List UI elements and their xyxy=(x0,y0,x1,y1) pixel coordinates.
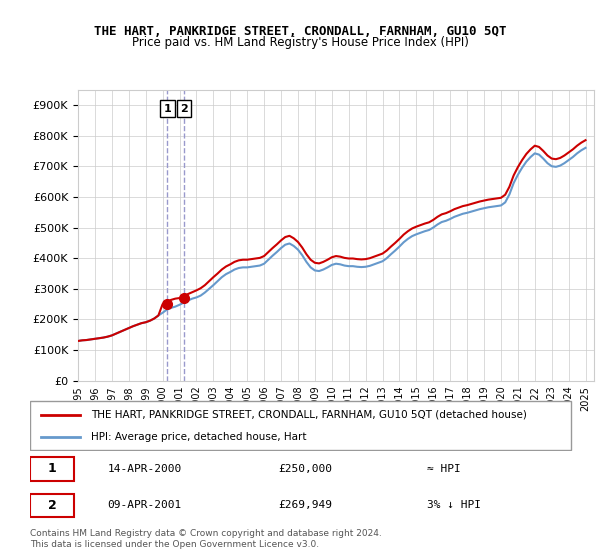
FancyBboxPatch shape xyxy=(30,458,74,480)
Text: 2: 2 xyxy=(48,499,56,512)
FancyBboxPatch shape xyxy=(30,402,571,450)
Text: 3% ↓ HPI: 3% ↓ HPI xyxy=(427,501,481,510)
Text: THE HART, PANKRIDGE STREET, CRONDALL, FARNHAM, GU10 5QT: THE HART, PANKRIDGE STREET, CRONDALL, FA… xyxy=(94,25,506,38)
Text: 1: 1 xyxy=(48,463,56,475)
Text: £269,949: £269,949 xyxy=(278,501,332,510)
Text: £250,000: £250,000 xyxy=(278,464,332,474)
Text: Price paid vs. HM Land Registry's House Price Index (HPI): Price paid vs. HM Land Registry's House … xyxy=(131,36,469,49)
FancyBboxPatch shape xyxy=(30,494,74,517)
Text: Contains HM Land Registry data © Crown copyright and database right 2024.
This d: Contains HM Land Registry data © Crown c… xyxy=(30,529,382,549)
Text: THE HART, PANKRIDGE STREET, CRONDALL, FARNHAM, GU10 5QT (detached house): THE HART, PANKRIDGE STREET, CRONDALL, FA… xyxy=(91,409,527,419)
Text: ≈ HPI: ≈ HPI xyxy=(427,464,461,474)
Text: HPI: Average price, detached house, Hart: HPI: Average price, detached house, Hart xyxy=(91,432,306,442)
Text: 1: 1 xyxy=(164,104,172,114)
Text: 2: 2 xyxy=(180,104,188,114)
Text: 14-APR-2000: 14-APR-2000 xyxy=(107,464,182,474)
Text: 09-APR-2001: 09-APR-2001 xyxy=(107,501,182,510)
